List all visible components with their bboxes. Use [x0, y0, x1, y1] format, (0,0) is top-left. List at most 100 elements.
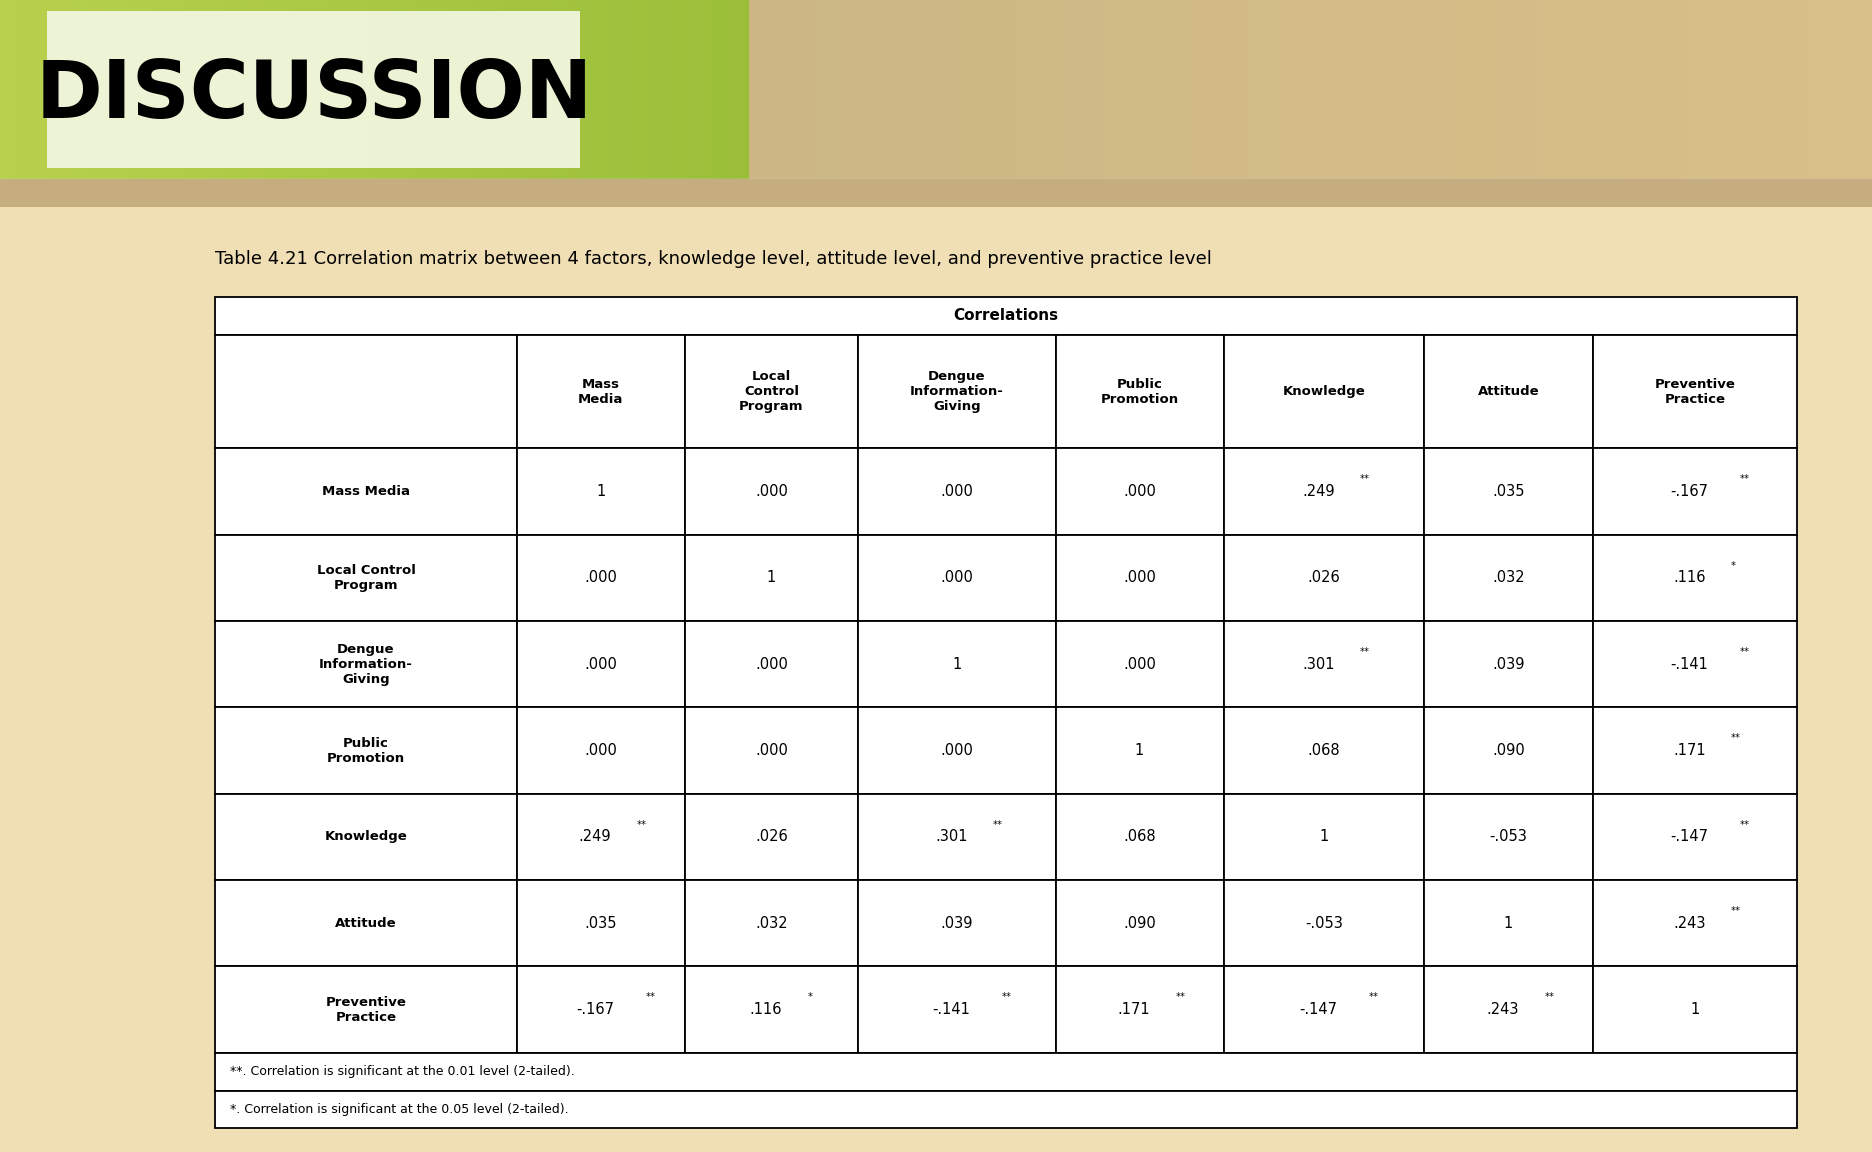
- Text: Table 4.21 Correlation matrix between 4 factors, knowledge level, attitude level: Table 4.21 Correlation matrix between 4 …: [215, 250, 1213, 268]
- Text: **: **: [1002, 992, 1011, 1002]
- Bar: [857, 880, 1056, 967]
- Bar: [857, 707, 1056, 794]
- Bar: [685, 880, 857, 967]
- Text: -.147: -.147: [1299, 1002, 1337, 1017]
- Text: -.141: -.141: [1670, 657, 1707, 672]
- Text: Mass Media: Mass Media: [322, 485, 410, 498]
- Bar: [1056, 707, 1224, 794]
- Bar: [1224, 335, 1425, 448]
- Bar: [517, 535, 685, 621]
- Bar: [1425, 448, 1593, 535]
- Text: .000: .000: [940, 743, 973, 758]
- Bar: [1056, 967, 1224, 1053]
- Bar: [1224, 535, 1425, 621]
- Text: .249: .249: [578, 829, 612, 844]
- Text: 1: 1: [953, 657, 962, 672]
- Text: **: **: [646, 992, 655, 1002]
- Text: .000: .000: [754, 484, 788, 499]
- Bar: [1593, 794, 1797, 880]
- Bar: [857, 535, 1056, 621]
- Text: -.167: -.167: [1670, 484, 1709, 499]
- Text: **: **: [1544, 992, 1554, 1002]
- Bar: [215, 335, 517, 448]
- Text: -.141: -.141: [932, 1002, 970, 1017]
- Text: .039: .039: [1492, 657, 1526, 672]
- Bar: [1425, 707, 1593, 794]
- Text: .116: .116: [749, 1002, 782, 1017]
- Bar: [1056, 794, 1224, 880]
- Text: .171: .171: [1674, 743, 1705, 758]
- Bar: [517, 335, 685, 448]
- Bar: [685, 707, 857, 794]
- Text: .000: .000: [754, 657, 788, 672]
- Text: Public
Promotion: Public Promotion: [328, 736, 404, 765]
- Text: .026: .026: [1309, 570, 1340, 585]
- Bar: [215, 1091, 1797, 1129]
- Text: .068: .068: [1123, 829, 1155, 844]
- Text: .090: .090: [1123, 916, 1155, 931]
- Bar: [215, 535, 517, 621]
- Text: **: **: [1359, 647, 1370, 657]
- Bar: [1224, 621, 1425, 707]
- Bar: [1224, 707, 1425, 794]
- Text: 1: 1: [1690, 1002, 1700, 1017]
- Text: **: **: [1732, 733, 1741, 743]
- Text: Local Control
Program: Local Control Program: [316, 563, 416, 592]
- Bar: [215, 297, 1797, 335]
- Text: -.053: -.053: [1490, 829, 1528, 844]
- Text: .000: .000: [940, 484, 973, 499]
- Bar: [517, 707, 685, 794]
- Bar: [1593, 335, 1797, 448]
- Text: .000: .000: [1123, 484, 1157, 499]
- Bar: [1056, 535, 1224, 621]
- Text: .116: .116: [1674, 570, 1705, 585]
- Text: *: *: [1732, 561, 1735, 570]
- Text: **: **: [1739, 819, 1750, 829]
- Bar: [685, 535, 857, 621]
- Bar: [1425, 535, 1593, 621]
- Text: **: **: [1359, 475, 1370, 484]
- Text: .000: .000: [584, 570, 618, 585]
- Text: 1: 1: [1134, 743, 1144, 758]
- Text: Knowledge: Knowledge: [1282, 385, 1365, 399]
- Bar: [857, 794, 1056, 880]
- Text: Local
Control
Program: Local Control Program: [739, 370, 803, 414]
- Text: **. Correlation is significant at the 0.01 level (2-tailed).: **. Correlation is significant at the 0.…: [230, 1066, 575, 1078]
- Text: Attitude: Attitude: [335, 917, 397, 930]
- Bar: [517, 621, 685, 707]
- Bar: [1593, 535, 1797, 621]
- Bar: [1224, 880, 1425, 967]
- Bar: [215, 967, 517, 1053]
- Bar: [1056, 621, 1224, 707]
- Bar: [517, 880, 685, 967]
- Text: **: **: [1176, 992, 1185, 1002]
- Text: .243: .243: [1674, 916, 1705, 931]
- Text: .026: .026: [754, 829, 788, 844]
- Text: DISCUSSION: DISCUSSION: [36, 58, 593, 136]
- Text: -.053: -.053: [1305, 916, 1342, 931]
- Bar: [685, 967, 857, 1053]
- Bar: [1425, 335, 1593, 448]
- Text: **: **: [992, 819, 1003, 829]
- Bar: [517, 967, 685, 1053]
- Text: Public
Promotion: Public Promotion: [1101, 378, 1179, 406]
- Text: 1: 1: [1320, 829, 1329, 844]
- Bar: [1593, 967, 1797, 1053]
- Text: *: *: [807, 992, 812, 1002]
- Text: 1: 1: [768, 570, 777, 585]
- Text: Attitude: Attitude: [1477, 385, 1539, 399]
- Text: .068: .068: [1309, 743, 1340, 758]
- Text: -.167: -.167: [577, 1002, 614, 1017]
- Bar: [1425, 794, 1593, 880]
- Bar: [1056, 448, 1224, 535]
- Text: Preventive
Practice: Preventive Practice: [1655, 378, 1735, 406]
- Bar: [685, 448, 857, 535]
- Bar: [1056, 880, 1224, 967]
- Bar: [857, 967, 1056, 1053]
- Bar: [685, 621, 857, 707]
- Text: .000: .000: [1123, 657, 1157, 672]
- Bar: [1224, 967, 1425, 1053]
- Bar: [1593, 707, 1797, 794]
- Bar: [1425, 880, 1593, 967]
- Text: Knowledge: Knowledge: [324, 831, 408, 843]
